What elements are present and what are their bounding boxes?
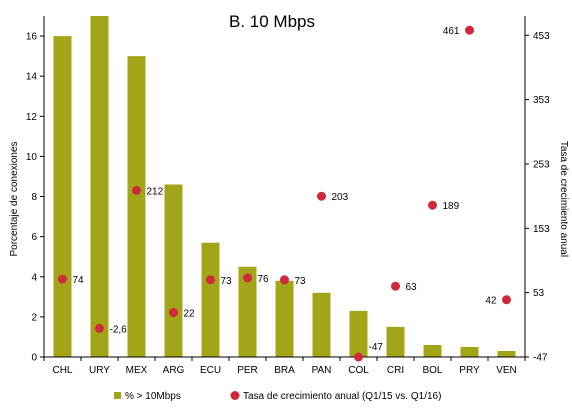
point-per — [243, 273, 252, 283]
bar-cri — [386, 326, 405, 357]
y-axis-label: Porcentaje de conexiones — [9, 141, 20, 256]
x-tick-label-bra: BRA — [274, 365, 295, 376]
y-tick-label: 14 — [26, 72, 38, 83]
y2-tick-label: 453 — [533, 31, 550, 42]
y2-tick-label: 353 — [533, 95, 550, 106]
point-col — [354, 352, 363, 362]
bar-arg — [164, 184, 183, 357]
point-cri — [391, 281, 400, 291]
bar-chl — [53, 36, 72, 357]
y-tick-label: 2 — [31, 312, 37, 323]
x-tick-label-chl: CHL — [52, 365, 72, 376]
point-mex — [132, 185, 141, 195]
y-tick-label: 16 — [26, 32, 38, 43]
y-tick-label: 4 — [31, 272, 37, 283]
point-label-col: -47 — [369, 342, 384, 353]
bar-col — [349, 310, 368, 357]
bar-ecu — [201, 242, 220, 357]
point-pry — [465, 25, 474, 35]
legend-bar-swatch — [114, 392, 121, 399]
point-chl — [58, 274, 67, 284]
y2-tick-label: 153 — [533, 224, 550, 235]
point-label-ecu: 73 — [221, 276, 233, 287]
point-label-pan: 203 — [332, 192, 349, 203]
bar-bra — [275, 280, 294, 357]
bar-pan — [312, 292, 331, 357]
bar-ven — [497, 351, 516, 357]
y-tick-label: 12 — [26, 112, 38, 123]
bar-per — [238, 266, 257, 357]
x-tick-label-arg: ARG — [163, 365, 185, 376]
x-tick-label-col: COL — [348, 365, 369, 376]
point-label-bol: 189 — [443, 201, 460, 212]
x-tick-label-ury: URY — [89, 365, 110, 376]
legend-point-label: Tasa de crecimiento anual (Q1/15 vs. Q1/… — [243, 391, 441, 402]
y-tick-label: 8 — [31, 192, 37, 203]
point-ecu — [206, 275, 215, 285]
y2-tick-label: -47 — [533, 353, 548, 364]
point-label-arg: 22 — [184, 309, 196, 320]
point-ven — [502, 295, 511, 305]
bar-mex — [127, 56, 146, 357]
x-tick-label-pan: PAN — [312, 365, 332, 376]
chart-title: B. 10 Mbps — [229, 12, 315, 31]
x-tick-label-ven: VEN — [496, 365, 517, 376]
y-tick-label: 6 — [31, 232, 37, 243]
point-label-chl: 74 — [73, 275, 85, 286]
y2-tick-label: 53 — [533, 288, 545, 299]
x-tick-label-ecu: ECU — [200, 365, 221, 376]
point-bol — [428, 200, 437, 210]
x-tick-label-bol: BOL — [422, 365, 442, 376]
point-ury — [95, 323, 104, 333]
point-pan — [317, 191, 326, 201]
point-label-ury: -2,6 — [110, 324, 128, 335]
y2-axis-label: Tasa de crecimiento anual — [558, 141, 569, 257]
point-label-cri: 63 — [406, 282, 418, 293]
scatter-series: 74 -2,6 212 22 73 76 73 203 -47 63 189 461 42 — [58, 25, 511, 362]
bar-bol — [423, 345, 442, 357]
x-tick-label-cri: CRI — [387, 365, 404, 376]
bar-series — [53, 16, 516, 357]
bar-pry — [460, 347, 479, 357]
tick-labels: 0 2 4 6 8 10 12 14 16 -47 53 153 253 353 453 CHL URY MEX A… — [26, 31, 550, 376]
y-tick-label: 0 — [31, 353, 37, 364]
point-arg — [169, 308, 178, 318]
y-tick-label: 10 — [26, 152, 38, 163]
point-label-per: 76 — [258, 274, 270, 285]
legend-point-swatch — [230, 391, 240, 400]
legend-bar-label: % > 10Mbps — [125, 391, 181, 402]
legend: % > 10Mbps Tasa de crecimiento anual (Q1/… — [114, 391, 441, 402]
x-tick-label-pry: PRY — [459, 365, 480, 376]
axes — [40, 16, 529, 361]
y2-tick-label: 253 — [533, 159, 550, 170]
point-label-bra: 73 — [295, 276, 307, 287]
x-tick-label-per: PER — [237, 365, 258, 376]
point-label-ven: 42 — [485, 296, 497, 307]
x-tick-label-mex: MEX — [126, 365, 148, 376]
point-label-mex: 212 — [147, 186, 164, 197]
point-bra — [280, 275, 289, 285]
point-label-pry: 461 — [443, 26, 460, 37]
bar-ury — [90, 16, 109, 357]
